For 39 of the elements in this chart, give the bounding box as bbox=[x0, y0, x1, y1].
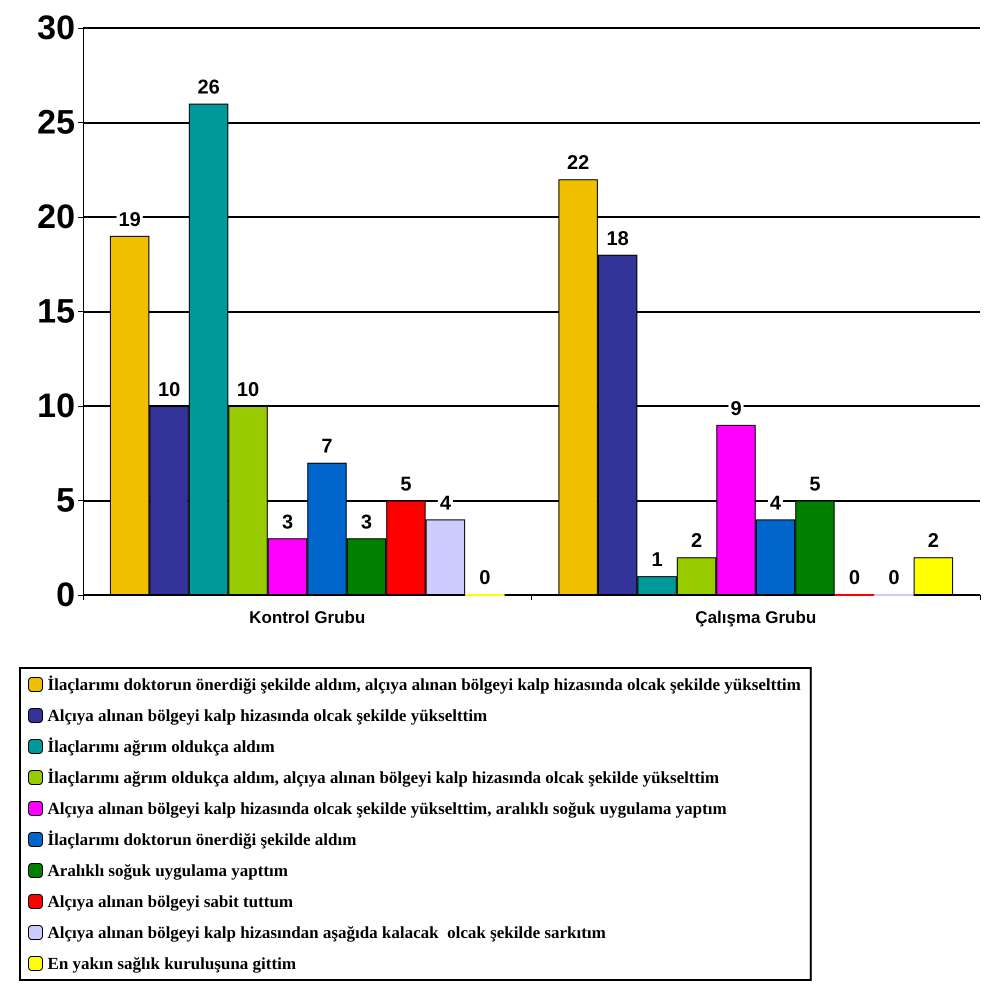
data-label: 5 bbox=[809, 474, 821, 496]
data-label: 0 bbox=[888, 567, 900, 589]
data-label: 22 bbox=[567, 152, 590, 174]
data-label: 10 bbox=[158, 379, 180, 401]
data-label: 9 bbox=[730, 398, 742, 420]
data-label: 4 bbox=[440, 492, 452, 514]
data-label: 3 bbox=[282, 511, 294, 534]
y-tick-label: 25 bbox=[37, 104, 75, 142]
legend-label: Alçıya alınan bölgeyi sabit tuttum bbox=[48, 892, 294, 911]
y-tick-label: 10 bbox=[37, 387, 75, 425]
data-label: 0 bbox=[479, 567, 490, 589]
y-tick-label: 20 bbox=[37, 198, 75, 236]
data-label: 18 bbox=[606, 228, 629, 250]
data-label: 1 bbox=[652, 549, 663, 572]
data-label: 4 bbox=[770, 492, 782, 514]
y-tick-label: 15 bbox=[37, 292, 75, 330]
legend-label: Alçıya alınan bölgeyi kalp hizasından aşağıda kalacak olcak şekilde sarkıtım bbox=[48, 923, 606, 942]
data-label: 5 bbox=[400, 474, 412, 496]
data-label: 0 bbox=[848, 567, 860, 589]
legend-label: İlaçlarımı doktorun önerdiği şekilde aldım bbox=[48, 830, 356, 849]
data-label: 2 bbox=[928, 530, 939, 552]
y-tick-label: 30 bbox=[37, 9, 75, 47]
y-tick-label: 0 bbox=[56, 576, 75, 614]
legend-label: Alçıya alınan bölgeyi kalp hizasında olcak şekilde yükselttim bbox=[48, 706, 488, 725]
x-tick-label: Kontrol Grubu bbox=[249, 608, 366, 627]
y-tick-label: 5 bbox=[56, 482, 75, 520]
data-label: 3 bbox=[360, 511, 372, 534]
data-label: 10 bbox=[236, 379, 260, 401]
legend-label: En yakın sağlık kuruluşuna gittim bbox=[48, 954, 296, 973]
legend-label: İlaçlarımı ağrım oldukça aldım bbox=[48, 737, 275, 756]
data-label: 7 bbox=[321, 436, 333, 458]
legend-label: İlaçlarımı doktorun önerdiği şekilde aldım, alçıya alınan bölgeyi kalp hizasında olcak şekilde yükselttim bbox=[48, 675, 801, 694]
data-label: 2 bbox=[690, 530, 702, 552]
legend-label: Alçıya alınan bölgeyi kalp hizasında olcak şekilde yükselttim, aralıklı soğuk uygulama yaptım bbox=[48, 799, 727, 818]
data-label: 19 bbox=[118, 208, 141, 231]
x-tick-label: Çalışma Grubu bbox=[695, 608, 816, 627]
data-label: 26 bbox=[197, 76, 220, 99]
legend-label: İlaçlarımı ağrım oldukça aldım, alçıya alınan bölgeyi kalp hizasında olcak şekilde yükselttim bbox=[48, 768, 720, 787]
legend-label: Aralıklı soğuk uygulama yapttım bbox=[48, 861, 288, 880]
